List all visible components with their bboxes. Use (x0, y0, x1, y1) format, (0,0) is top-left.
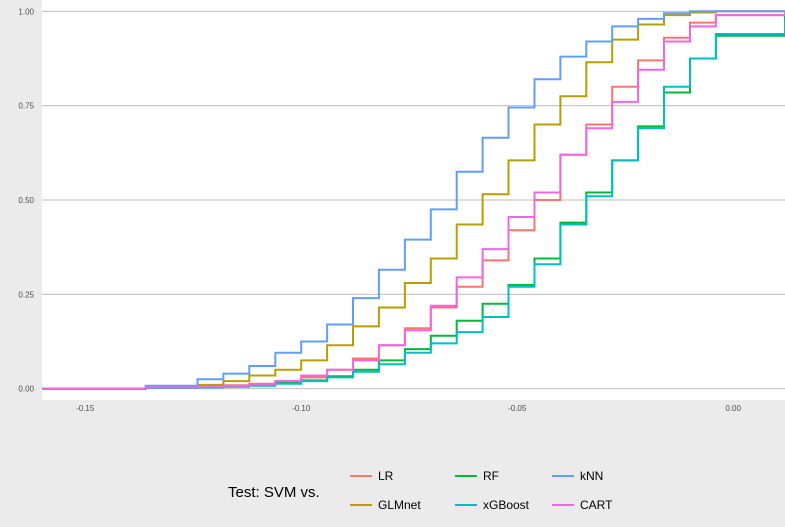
legend-title: Test: SVM vs. (228, 484, 320, 501)
y-tick-label: 0.50 (18, 196, 34, 205)
x-axis: -0.15 -0.10 -0.05 0.00 (76, 404, 741, 413)
y-tick-label: 1.00 (18, 7, 34, 16)
x-tick-label: -0.05 (508, 404, 527, 413)
y-tick-label: 0.00 (18, 385, 34, 394)
legend-label-knn: kNN (580, 469, 603, 483)
series-lines (42, 10, 785, 390)
legend-label-xgboost: xGBoost (483, 498, 530, 512)
x-tick-label: -0.10 (292, 404, 311, 413)
series-line-cart (42, 11, 785, 390)
series-line-knn (42, 10, 785, 390)
x-tick-label: -0.15 (76, 404, 95, 413)
y-tick-label: 0.25 (18, 290, 34, 299)
legend: Test: SVM vs. LR GLMnet RF xGBoost kNN CART (228, 469, 613, 512)
legend-label-lr: LR (378, 469, 394, 483)
series-line-glmnet (42, 10, 785, 390)
y-tick-label: 0.75 (18, 102, 34, 111)
legend-label-glmnet: GLMnet (378, 498, 421, 512)
y-axis: 0.00 0.25 0.50 0.75 1.00 (18, 7, 34, 393)
legend-label-cart: CART (580, 498, 613, 512)
legend-label-rf: RF (483, 469, 499, 483)
x-tick-label: 0.00 (725, 404, 741, 413)
